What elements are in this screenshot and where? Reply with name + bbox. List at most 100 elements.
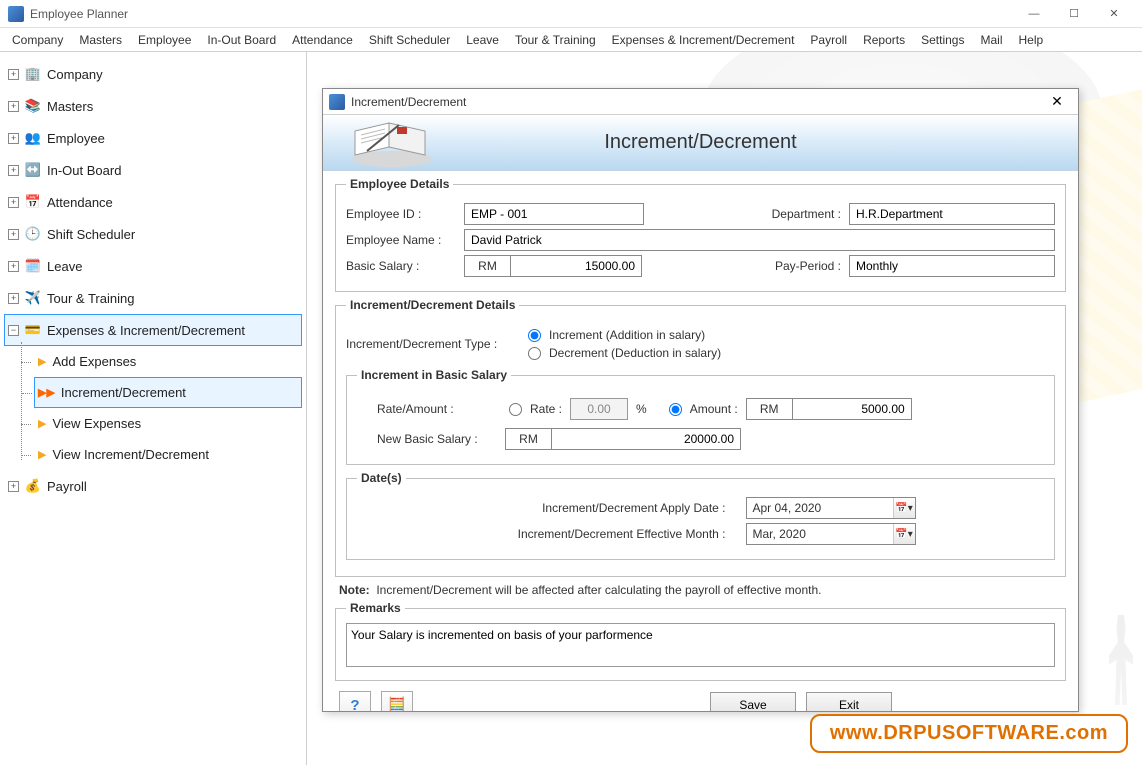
watermark-text: www.DRPUSOFTWARE.com	[830, 722, 1108, 744]
emp-id-field[interactable]	[464, 203, 644, 225]
expand-icon[interactable]: +	[8, 229, 19, 240]
sidebar-item-label: Expenses & Increment/Decrement	[47, 323, 245, 338]
calendar-icon[interactable]: 📅▾	[893, 498, 915, 518]
increment-radio[interactable]	[528, 329, 541, 342]
sidebar-item-label: Employee	[47, 131, 105, 146]
sidebar-item-leave[interactable]: +🗓️Leave	[4, 250, 302, 282]
employee-details-group: Employee Details Employee ID : Departmen…	[335, 177, 1066, 292]
menu-shift[interactable]: Shift Scheduler	[361, 30, 458, 50]
amount-currency: RM	[746, 398, 792, 420]
dialog-icon	[329, 94, 345, 110]
expand-icon[interactable]: +	[8, 165, 19, 176]
sidebar-item-label: Payroll	[47, 479, 87, 494]
sidebar-sub-label: View Expenses	[52, 416, 141, 431]
sidebar-item-shift[interactable]: +🕒Shift Scheduler	[4, 218, 302, 250]
dates-group: Date(s) Increment/Decrement Apply Date :…	[346, 471, 1055, 560]
note-body: Increment/Decrement will be affected aft…	[376, 583, 821, 597]
notebook-icon	[347, 117, 437, 169]
decrement-radio[interactable]	[528, 347, 541, 360]
dialog-header: Increment/Decrement	[323, 115, 1078, 171]
rate-radio[interactable]	[509, 403, 522, 416]
save-button[interactable]: Save	[710, 692, 796, 711]
help-button[interactable]: ?	[339, 691, 371, 711]
sidebar: +🏢Company +📚Masters +👥Employee +↔️In-Out…	[0, 52, 307, 765]
menu-settings[interactable]: Settings	[913, 30, 972, 50]
sidebar-item-masters[interactable]: +📚Masters	[4, 90, 302, 122]
maximize-button[interactable]: ☐	[1054, 2, 1094, 26]
arrow-icon: ▶▶	[38, 386, 55, 399]
company-icon: 🏢	[25, 66, 41, 82]
new-basic-input[interactable]	[551, 428, 741, 450]
sidebar-sub-label: Increment/Decrement	[61, 385, 186, 400]
amount-input[interactable]	[792, 398, 912, 420]
sidebar-sub-add-expenses[interactable]: ▶Add Expenses	[34, 346, 302, 377]
expand-icon[interactable]: +	[8, 197, 19, 208]
amount-radio[interactable]	[669, 403, 682, 416]
help-icon: ?	[350, 697, 359, 712]
exit-button[interactable]: Exit	[806, 692, 892, 711]
menu-expenses[interactable]: Expenses & Increment/Decrement	[604, 30, 803, 50]
menu-mail[interactable]: Mail	[972, 30, 1010, 50]
menu-company[interactable]: Company	[4, 30, 71, 50]
menu-tour[interactable]: Tour & Training	[507, 30, 604, 50]
amount-field: RM	[746, 398, 912, 420]
sidebar-item-label: Leave	[47, 259, 82, 274]
attendance-icon: 📅	[25, 194, 41, 210]
expand-icon[interactable]: +	[8, 293, 19, 304]
sidebar-item-label: Company	[47, 67, 103, 82]
sidebar-item-payroll[interactable]: +💰Payroll	[4, 470, 302, 502]
pay-period-field[interactable]	[849, 255, 1055, 277]
menu-attendance[interactable]: Attendance	[284, 30, 361, 50]
content-area: Increment/Decrement ✕ Increment/Decremen…	[307, 52, 1142, 765]
sidebar-item-label: Masters	[47, 99, 93, 114]
inout-icon: ↔️	[25, 162, 41, 178]
emp-name-field[interactable]	[464, 229, 1055, 251]
expand-icon[interactable]: +	[8, 133, 19, 144]
menu-employee[interactable]: Employee	[130, 30, 199, 50]
effective-month-value: Mar, 2020	[747, 527, 893, 541]
sidebar-item-expenses[interactable]: −💳Expenses & Increment/Decrement	[4, 314, 302, 346]
apply-date-field[interactable]: Apr 04, 2020 📅▾	[746, 497, 916, 519]
window-titlebar: Employee Planner — ☐ ✕	[0, 0, 1142, 28]
sidebar-item-inout[interactable]: +↔️In-Out Board	[4, 154, 302, 186]
sidebar-item-tour[interactable]: +✈️Tour & Training	[4, 282, 302, 314]
expand-icon[interactable]: +	[8, 481, 19, 492]
pay-period-label: Pay-Period :	[749, 259, 841, 273]
expand-icon[interactable]: +	[8, 101, 19, 112]
dept-field[interactable]	[849, 203, 1055, 225]
menu-inout[interactable]: In-Out Board	[199, 30, 284, 50]
rate-input[interactable]	[570, 398, 628, 420]
sidebar-item-employee[interactable]: +👥Employee	[4, 122, 302, 154]
sidebar-sub-increment-decrement[interactable]: ▶▶ Increment/Decrement	[34, 377, 302, 408]
expand-icon[interactable]: +	[8, 69, 19, 80]
sidebar-item-label: Tour & Training	[47, 291, 134, 306]
new-basic-currency: RM	[505, 428, 551, 450]
menu-reports[interactable]: Reports	[855, 30, 913, 50]
menu-payroll[interactable]: Payroll	[802, 30, 855, 50]
remarks-textarea[interactable]	[346, 623, 1055, 667]
calculator-button[interactable]: 🧮	[381, 691, 413, 711]
calendar-icon[interactable]: 📅▾	[893, 524, 915, 544]
calculator-icon: 🧮	[388, 696, 407, 711]
basic-salary-label: Basic Salary :	[346, 259, 456, 273]
effective-month-field[interactable]: Mar, 2020 📅▾	[746, 523, 916, 545]
menu-help[interactable]: Help	[1011, 30, 1052, 50]
sidebar-item-company[interactable]: + 🏢 Company	[4, 58, 302, 90]
incdec-details-legend: Increment/Decrement Details	[346, 298, 519, 312]
remarks-legend: Remarks	[346, 601, 405, 615]
basic-salary-input[interactable]	[510, 255, 642, 277]
note-text: Note: Increment/Decrement will be affect…	[339, 583, 1062, 597]
expand-icon[interactable]: +	[8, 261, 19, 272]
collapse-icon[interactable]: −	[8, 325, 19, 336]
minimize-button[interactable]: —	[1014, 2, 1054, 26]
menu-leave[interactable]: Leave	[458, 30, 507, 50]
remarks-group: Remarks	[335, 601, 1066, 681]
sidebar-sub-view-expenses[interactable]: ▶View Expenses	[34, 408, 302, 439]
dialog-close-button[interactable]: ✕	[1042, 93, 1072, 110]
close-button[interactable]: ✕	[1094, 2, 1134, 26]
sidebar-item-attendance[interactable]: +📅Attendance	[4, 186, 302, 218]
menu-masters[interactable]: Masters	[71, 30, 130, 50]
dialog-title: Increment/Decrement	[351, 95, 1042, 109]
increment-decrement-dialog: Increment/Decrement ✕ Increment/Decremen…	[322, 88, 1079, 712]
sidebar-sub-view-incdec[interactable]: ▶View Increment/Decrement	[34, 439, 302, 470]
